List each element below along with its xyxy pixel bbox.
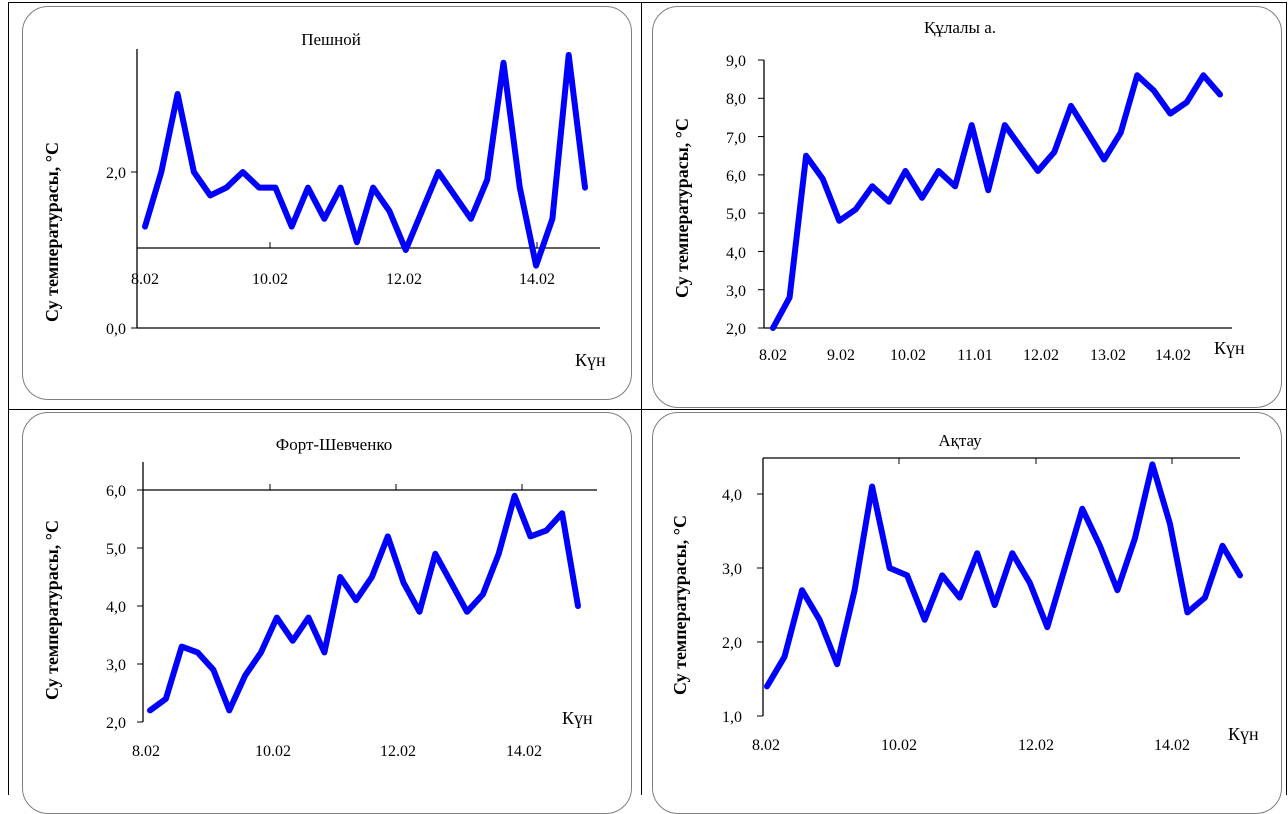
x-tick-label: 12.02 [380,743,416,760]
y-tick-label: 4,0 [106,599,126,616]
x-tick-label: 9.02 [827,347,855,364]
chart-frame-peshnoy [22,6,632,400]
chart-frame-fort-shevchenko [22,412,632,814]
y-axis-ticks [758,59,764,329]
y-tick-label: 5,0 [726,206,746,223]
x-tick-label: 8.02 [131,271,159,288]
table-border-middle [8,409,1287,410]
x-tick-label: 12.02 [1023,347,1059,364]
temperature-line [142,52,588,269]
y-tick-label: 6,0 [726,168,746,185]
x-tick-label: 14.02 [1155,347,1191,364]
x-tick-label: 12.02 [386,271,422,288]
chart-title: Ақтау [938,431,982,450]
y-tick-label: 2,0 [726,321,746,338]
y-axis-label: Су температурасы, °C [670,515,690,695]
x-tick-label: 14.02 [506,743,542,760]
y-axis-label: Су температурасы, °C [42,520,62,700]
x-tick-label: 8.02 [132,743,160,760]
x-axis-label: Күн [575,350,606,370]
y-axis-label: Су температурасы, °C [672,118,692,298]
y-axis-label: Су температурасы, °C [42,142,62,322]
y-axis-ticks [757,493,763,717]
y-tick-label: 4,0 [726,245,746,262]
chart-title: Құлалы а. [924,18,996,37]
chart-title: Форт-Шевченко [276,435,392,454]
x-axis-label: Күн [1214,338,1245,358]
y-tick-label: 1,0 [722,709,742,726]
table-border-right [1286,2,1287,795]
y-tick-label: 3,0 [722,561,742,578]
x-tick-label: 10.02 [881,737,917,754]
y-tick-label: 3,0 [726,283,746,300]
chart-peshnoy: Пешной 0,0 2,0 8.02 10.02 12.02 14.02 Кү… [42,30,606,370]
y-tick-label: 9,0 [726,53,746,70]
chart-frame-aktau [652,412,1282,814]
y-tick-label: 8,0 [726,91,746,108]
x-axis-label: Күн [1228,724,1259,744]
y-tick-label: 2,0 [106,715,126,732]
chart-frame-kulaly [652,6,1282,408]
y-axis-ticks [137,489,143,723]
x-axis-label: Күн [562,708,593,728]
y-tick-label: 2,0 [722,635,742,652]
temperature-line [147,492,581,714]
table-border-left [8,2,9,795]
y-tick-label: 4,0 [722,487,742,504]
y-tick-label: 0,0 [106,321,126,338]
x-tick-label: 10.02 [255,743,291,760]
table-border-center [641,2,642,795]
chart-aktau: Ақтау 1,0 2,0 3,0 4,0 8.02 10.02 12.02 1… [670,431,1259,754]
x-tick-label: 13.02 [1090,347,1126,364]
chart-kulaly: Құлалы а. 2,0 3,0 4,0 5,0 6,0 7,0 8,0 9,… [672,18,1245,364]
x-tick-label: 10.02 [252,271,288,288]
x-tick-label: 10.02 [890,347,926,364]
chart-title: Пешной [301,30,361,49]
x-tick-label: 14.02 [519,271,555,288]
y-tick-label: 2,0 [106,165,126,182]
temperature-line [764,461,1243,690]
x-tick-label: 11.01 [957,347,992,364]
chart-fort-shevchenko: Форт-Шевченко 2,0 3,0 4,0 5,0 6,0 8.02 1… [42,435,597,760]
y-tick-label: 5,0 [106,541,126,558]
x-tick-label: 14.02 [1154,737,1190,754]
table-border-top [8,2,1287,3]
y-tick-label: 7,0 [726,130,746,147]
charts-canvas: Пешной 0,0 2,0 8.02 10.02 12.02 14.02 Кү… [42,18,1259,760]
y-tick-label: 3,0 [106,657,126,674]
temperature-line [770,72,1223,331]
x-tick-label: 8.02 [752,737,780,754]
y-tick-label: 6,0 [106,483,126,500]
x-tick-label: 8.02 [759,347,787,364]
x-tick-label: 12.02 [1018,737,1054,754]
